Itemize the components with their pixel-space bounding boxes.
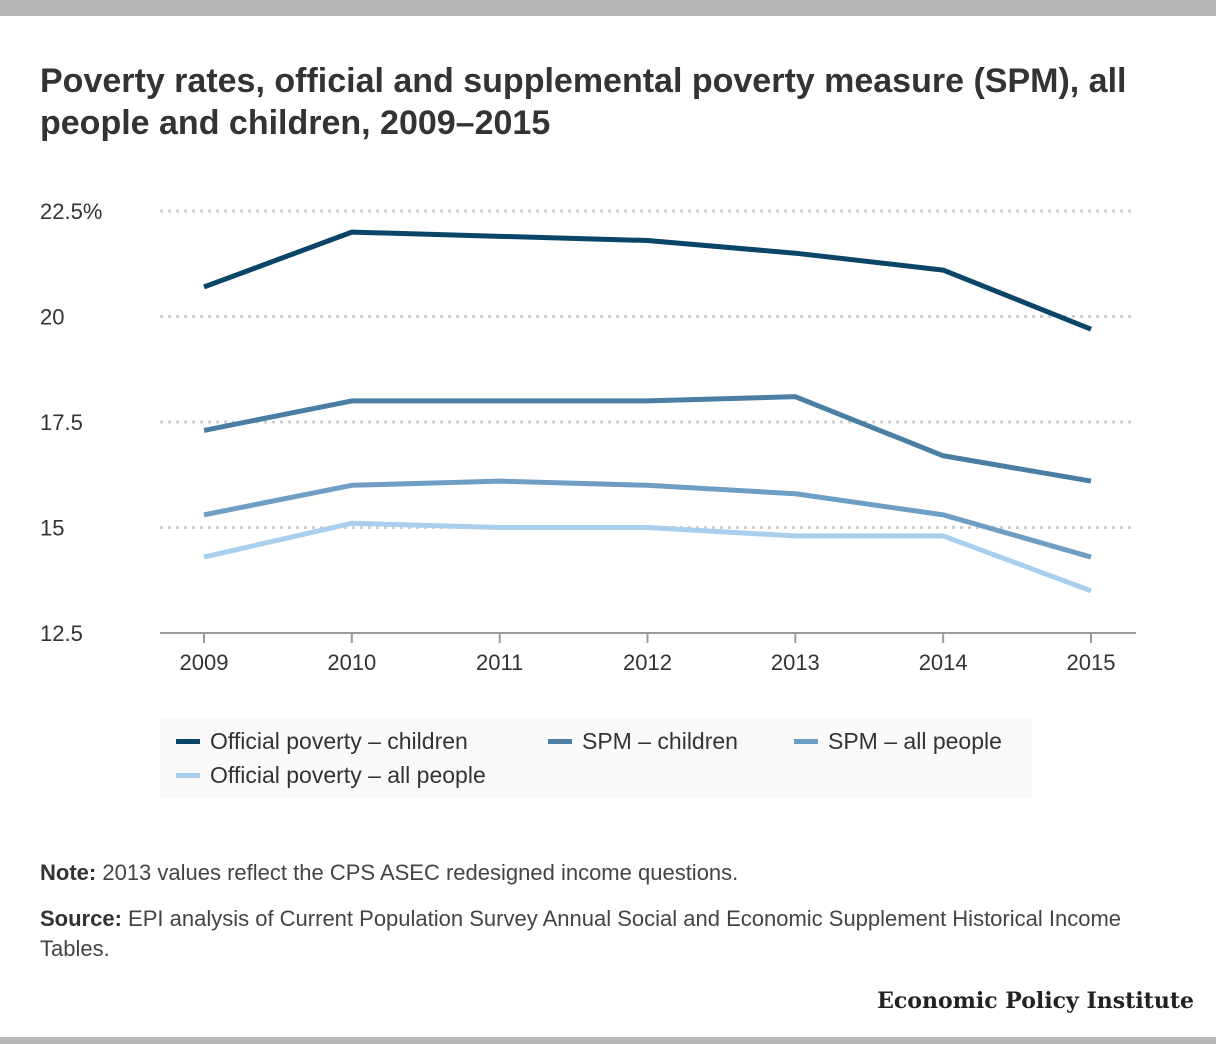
legend-swatch: [794, 739, 818, 744]
publisher-logo: Economic Policy Institute: [877, 988, 1194, 1014]
x-tick-label: 2011: [476, 650, 523, 675]
legend-swatch: [176, 773, 200, 778]
x-tick-label: 2015: [1067, 650, 1116, 675]
series-line: [203, 520, 1092, 594]
note-label: Note:: [40, 860, 97, 885]
legend-label: Official poverty – all people: [210, 762, 486, 788]
series-line: [203, 229, 1092, 332]
x-tick-label: 2010: [327, 650, 376, 675]
series-line: [203, 478, 1092, 560]
legend-item: Official poverty – all people: [176, 762, 486, 789]
x-tick-label: 2014: [919, 650, 968, 675]
legend-label: SPM – all people: [828, 728, 1002, 754]
top-border: [0, 0, 1216, 16]
chart-note: Note: 2013 values reflect the CPS ASEC r…: [40, 858, 1180, 888]
y-tick-label: 17.5: [40, 410, 83, 435]
y-tick-label: 20: [40, 305, 64, 330]
x-tick-label: 2013: [771, 650, 820, 675]
legend-item: Official poverty – children: [176, 728, 468, 755]
chart-source: Source: EPI analysis of Current Populati…: [40, 904, 1180, 964]
legend-label: SPM – children: [582, 728, 738, 754]
x-tick-label: 2009: [180, 650, 229, 675]
y-tick-label: 12.5: [40, 621, 83, 646]
x-tick-label: 2012: [623, 650, 672, 675]
line-chart: 12.5 15 17.5 20 22.5% 2009 2010 2011 2012 2013 201…: [40, 199, 1136, 675]
source-text: EPI analysis of Current Population Surve…: [40, 906, 1122, 961]
source-label: Source:: [40, 906, 122, 931]
note-text: 2013 values reflect the CPS ASEC redesig…: [102, 860, 739, 885]
y-tick-label: 15: [40, 516, 64, 541]
series-line: [203, 394, 1092, 484]
legend-item: SPM – children: [548, 728, 738, 755]
chart-title: Poverty rates, official and supplemental…: [40, 62, 1127, 142]
chart-legend: Official poverty – children SPM – childre…: [160, 718, 1032, 798]
legend-item: SPM – all people: [794, 728, 1002, 755]
legend-swatch: [176, 739, 200, 744]
bottom-border: [0, 1037, 1216, 1044]
legend-label: Official poverty – children: [210, 728, 468, 754]
legend-swatch: [548, 739, 572, 744]
y-tick-label: 22.5%: [40, 199, 102, 224]
